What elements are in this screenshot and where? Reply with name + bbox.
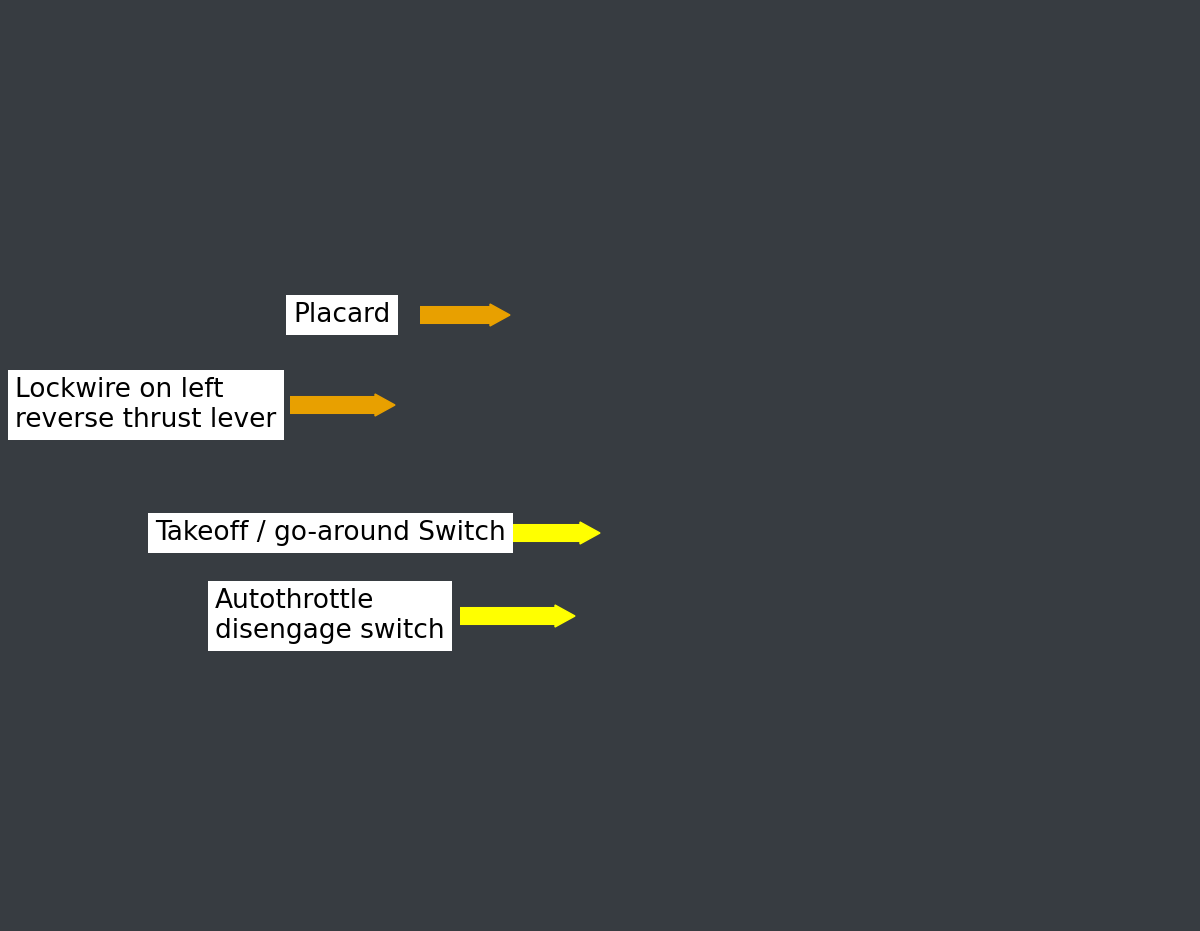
Text: Placard: Placard bbox=[293, 302, 390, 328]
Text: Takeoff / go-around Switch: Takeoff / go-around Switch bbox=[155, 520, 505, 546]
Text: Lockwire on left
reverse thrust lever: Lockwire on left reverse thrust lever bbox=[14, 377, 276, 433]
Polygon shape bbox=[490, 304, 510, 326]
Text: Autothrottle
disengage switch: Autothrottle disengage switch bbox=[215, 588, 445, 644]
Polygon shape bbox=[374, 394, 395, 416]
Polygon shape bbox=[580, 522, 600, 544]
Polygon shape bbox=[554, 605, 575, 627]
